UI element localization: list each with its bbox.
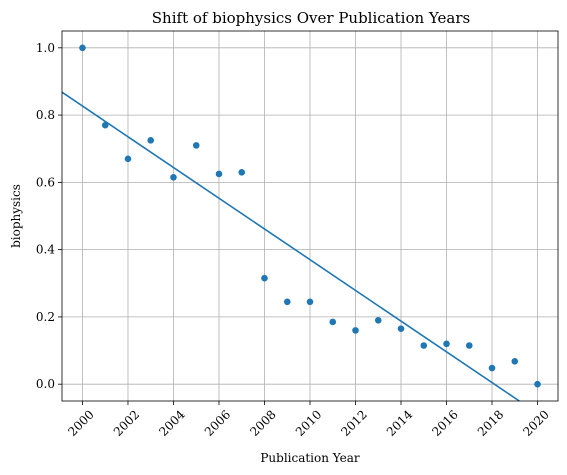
data-point bbox=[238, 169, 245, 176]
data-point bbox=[284, 298, 291, 305]
y-axis-ticks: 0.0 0.2 0.4 0.6 0.8 1.0 bbox=[36, 41, 62, 391]
y-axis-label: biophysics bbox=[9, 184, 23, 248]
x-tick-label: 2002 bbox=[111, 407, 142, 438]
grid bbox=[62, 31, 558, 401]
x-tick-label: 2000 bbox=[65, 407, 96, 438]
y-tick-label: 1.0 bbox=[36, 41, 55, 55]
x-axis-ticks: 2000 2002 2004 2006 2008 2010 2012 2014 2016 2018… bbox=[65, 401, 552, 439]
data-point bbox=[534, 381, 541, 388]
x-tick-label: 2020 bbox=[520, 407, 551, 438]
x-tick-label: 2006 bbox=[202, 407, 233, 438]
x-axis-label: Publication Year bbox=[260, 451, 360, 465]
data-point bbox=[420, 342, 427, 349]
data-point bbox=[511, 358, 518, 365]
x-tick-label: 2018 bbox=[475, 407, 506, 438]
y-tick-label: 0.8 bbox=[36, 108, 55, 122]
data-point bbox=[216, 171, 223, 178]
x-tick-label: 2016 bbox=[429, 407, 460, 438]
data-point bbox=[170, 174, 177, 181]
data-point bbox=[193, 142, 200, 149]
x-tick-label: 2014 bbox=[384, 407, 416, 439]
data-point bbox=[443, 341, 450, 348]
data-point bbox=[147, 137, 154, 144]
data-point bbox=[79, 45, 86, 52]
x-tick-label: 2004 bbox=[156, 407, 188, 439]
data-point bbox=[489, 365, 496, 372]
trend-line bbox=[62, 92, 519, 401]
y-tick-label: 0.0 bbox=[36, 377, 55, 391]
trend-line-layer bbox=[62, 92, 519, 401]
data-point bbox=[261, 275, 268, 282]
y-tick-label: 0.6 bbox=[36, 175, 55, 189]
data-point bbox=[125, 156, 132, 163]
chart-title: Shift of biophysics Over Publication Yea… bbox=[152, 9, 470, 27]
data-point bbox=[102, 122, 109, 129]
data-point bbox=[307, 298, 314, 305]
data-point bbox=[375, 317, 382, 324]
x-tick-label: 2008 bbox=[247, 407, 278, 438]
y-tick-label: 0.2 bbox=[36, 310, 55, 324]
data-point bbox=[398, 325, 405, 332]
x-tick-label: 2010 bbox=[293, 407, 324, 438]
x-tick-label: 2012 bbox=[338, 407, 369, 438]
data-point bbox=[352, 327, 359, 334]
data-point bbox=[466, 342, 473, 349]
y-tick-label: 0.4 bbox=[36, 243, 55, 257]
data-point bbox=[329, 319, 336, 326]
